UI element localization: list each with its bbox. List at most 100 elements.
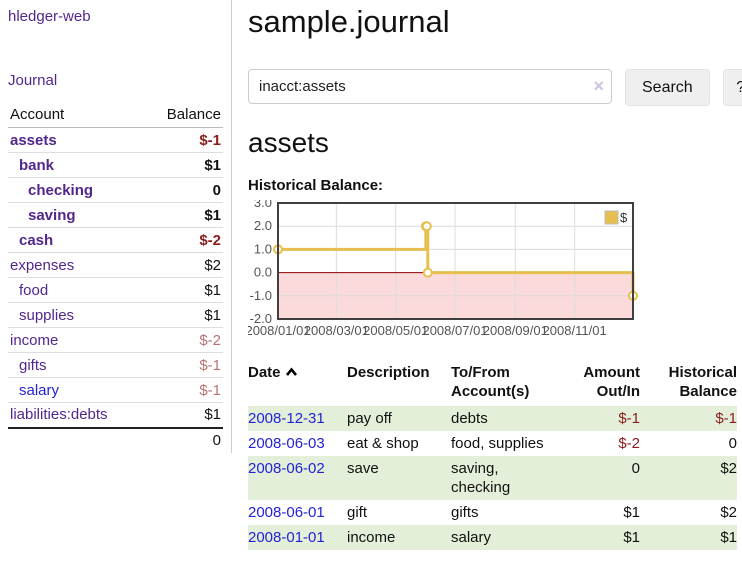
account-row: income $-2 bbox=[8, 327, 223, 353]
transaction-balance: $2 bbox=[720, 504, 737, 521]
account-balance: $-1 bbox=[143, 352, 223, 378]
account-row: assets $-1 bbox=[8, 127, 223, 153]
clear-search-icon[interactable]: × bbox=[593, 76, 604, 96]
transaction-balance: $2 bbox=[720, 460, 737, 477]
transaction-amount: $-2 bbox=[618, 435, 640, 452]
account-row: gifts $-1 bbox=[8, 352, 223, 378]
svg-text:3.0: 3.0 bbox=[254, 200, 272, 210]
account-link[interactable]: bank bbox=[19, 156, 55, 174]
svg-text:1.0: 1.0 bbox=[254, 241, 272, 256]
account-link[interactable]: supplies bbox=[19, 306, 75, 324]
account-link[interactable]: saving bbox=[28, 206, 76, 224]
account-link[interactable]: cash bbox=[19, 231, 54, 249]
account-row: liabilities:debts $1 bbox=[8, 402, 223, 428]
account-balance: $1 bbox=[143, 152, 223, 178]
transaction-amount: $-1 bbox=[618, 410, 640, 427]
transaction-date-link[interactable]: 2008-06-03 bbox=[248, 435, 325, 452]
page-title: sample.journal bbox=[248, 4, 450, 39]
account-heading: assets bbox=[248, 127, 329, 158]
account-row: salary $-1 bbox=[8, 377, 223, 403]
balance-chart[interactable]: $3.0 2.0 1.0 0.0 -1.0 -2.0 2008/01/01 2008/03/0… bbox=[245, 195, 742, 347]
search-button[interactable]: Search bbox=[625, 69, 710, 106]
transaction-balance: $1 bbox=[720, 529, 737, 546]
svg-text:2008/05/01: 2008/05/01 bbox=[363, 323, 428, 338]
transaction-description: pay off bbox=[347, 410, 392, 427]
transaction-amount: 0 bbox=[631, 460, 640, 477]
account-balance: $1 bbox=[143, 302, 223, 328]
col-accounts: To/From Account(s) bbox=[451, 364, 530, 400]
transaction-date-link[interactable]: 2008-06-02 bbox=[248, 460, 325, 477]
search-bar: × Search ? bbox=[248, 69, 742, 106]
register-row: 2008-06-02 save saving, checking 0 $2 bbox=[248, 456, 737, 500]
account-row: supplies $1 bbox=[8, 302, 223, 328]
account-link[interactable]: checking bbox=[28, 181, 94, 199]
account-balance: $-2 bbox=[143, 227, 223, 253]
account-link[interactable]: assets bbox=[10, 131, 57, 149]
accounts-total-value: 0 bbox=[143, 426, 223, 453]
account-row: food $1 bbox=[8, 277, 223, 303]
svg-text:2008/11/01: 2008/11/01 bbox=[543, 323, 607, 338]
register-table: Date Description To/From Account(s) Amou… bbox=[248, 361, 737, 550]
balance-chart-svg[interactable]: $3.0 2.0 1.0 0.0 -1.0 -2.02008/01/012008/03/0… bbox=[245, 195, 658, 342]
app-title-link[interactable]: hledger-web bbox=[8, 8, 91, 25]
transaction-date-link[interactable]: 2008-12-31 bbox=[248, 410, 325, 427]
account-balance: $2 bbox=[143, 252, 223, 278]
svg-text:2008/01/01: 2008/01/01 bbox=[248, 323, 311, 338]
col-description: Description bbox=[347, 364, 430, 381]
transaction-balance: 0 bbox=[728, 435, 737, 452]
transaction-amount: $1 bbox=[623, 529, 640, 546]
chart-title: Historical Balance: bbox=[248, 177, 384, 194]
account-row: bank $1 bbox=[8, 152, 223, 178]
account-balance: $-1 bbox=[143, 127, 223, 153]
transaction-accounts: saving, checking bbox=[451, 460, 511, 496]
col-date-sortable[interactable]: Date bbox=[248, 361, 347, 406]
transaction-amount: $1 bbox=[623, 504, 640, 521]
account-link[interactable]: food bbox=[19, 281, 49, 299]
account-balance: $-1 bbox=[143, 377, 223, 403]
account-row: expenses $2 bbox=[8, 252, 223, 278]
transaction-accounts: food, supplies bbox=[451, 435, 544, 452]
register-row: 2008-12-31 pay off debts $-1 $-1 bbox=[248, 406, 737, 431]
transaction-date-link[interactable]: 2008-01-01 bbox=[248, 529, 325, 546]
svg-text:-2.0: -2.0 bbox=[250, 311, 272, 326]
transaction-accounts: gifts bbox=[451, 504, 479, 521]
svg-text:2008/03/01: 2008/03/01 bbox=[304, 323, 369, 338]
account-link[interactable]: liabilities:debts bbox=[10, 406, 108, 424]
accounts-total-row: 0 bbox=[8, 426, 223, 453]
transaction-description: save bbox=[347, 460, 379, 477]
search-input[interactable] bbox=[248, 69, 612, 104]
help-button[interactable]: ? bbox=[722, 69, 742, 106]
transaction-description: income bbox=[347, 529, 396, 546]
account-row: cash $-2 bbox=[8, 227, 223, 253]
svg-text:$: $ bbox=[620, 210, 628, 225]
sidebar: hledger-web Journal Account Balance asse… bbox=[0, 0, 232, 453]
transaction-accounts: debts bbox=[451, 410, 488, 427]
transaction-description: eat & shop bbox=[347, 435, 419, 452]
svg-text:0.0: 0.0 bbox=[254, 265, 272, 280]
register-row: 2008-01-01 income salary $1 $1 bbox=[248, 525, 737, 550]
account-link[interactable]: income bbox=[10, 331, 59, 349]
register-row: 2008-06-03 eat & shop food, supplies $-2 0 bbox=[248, 431, 737, 456]
transaction-accounts: salary bbox=[451, 529, 492, 546]
col-amount: Amount Out/In bbox=[583, 364, 640, 400]
transaction-date-link[interactable]: 2008-06-01 bbox=[248, 504, 325, 521]
transaction-description: gift bbox=[347, 504, 368, 521]
svg-text:-1.0: -1.0 bbox=[250, 288, 272, 303]
account-balance: $1 bbox=[143, 277, 223, 303]
accounts-col-account: Account bbox=[8, 104, 144, 128]
sidebar-item-journal[interactable]: Journal bbox=[8, 72, 58, 89]
col-balance: Historical Balance bbox=[668, 364, 737, 400]
account-link[interactable]: salary bbox=[19, 381, 60, 399]
account-balance: $1 bbox=[143, 402, 223, 428]
account-link[interactable]: expenses bbox=[10, 256, 75, 274]
main-content: sample.journal × Search ? assets Histori… bbox=[232, 0, 742, 550]
svg-text:2008/07/01: 2008/07/01 bbox=[422, 323, 487, 338]
transaction-balance: $-1 bbox=[715, 410, 737, 427]
account-row: checking 0 bbox=[8, 177, 223, 203]
account-balance: $1 bbox=[143, 202, 223, 228]
accounts-col-balance: Balance bbox=[143, 104, 223, 128]
account-link[interactable]: gifts bbox=[19, 356, 47, 374]
svg-text:2008/09/01: 2008/09/01 bbox=[483, 323, 548, 338]
register-row: 2008-06-01 gift gifts $1 $2 bbox=[248, 500, 737, 525]
accounts-table: Account Balance assets $-1 bank $1 checking 0… bbox=[8, 104, 223, 453]
